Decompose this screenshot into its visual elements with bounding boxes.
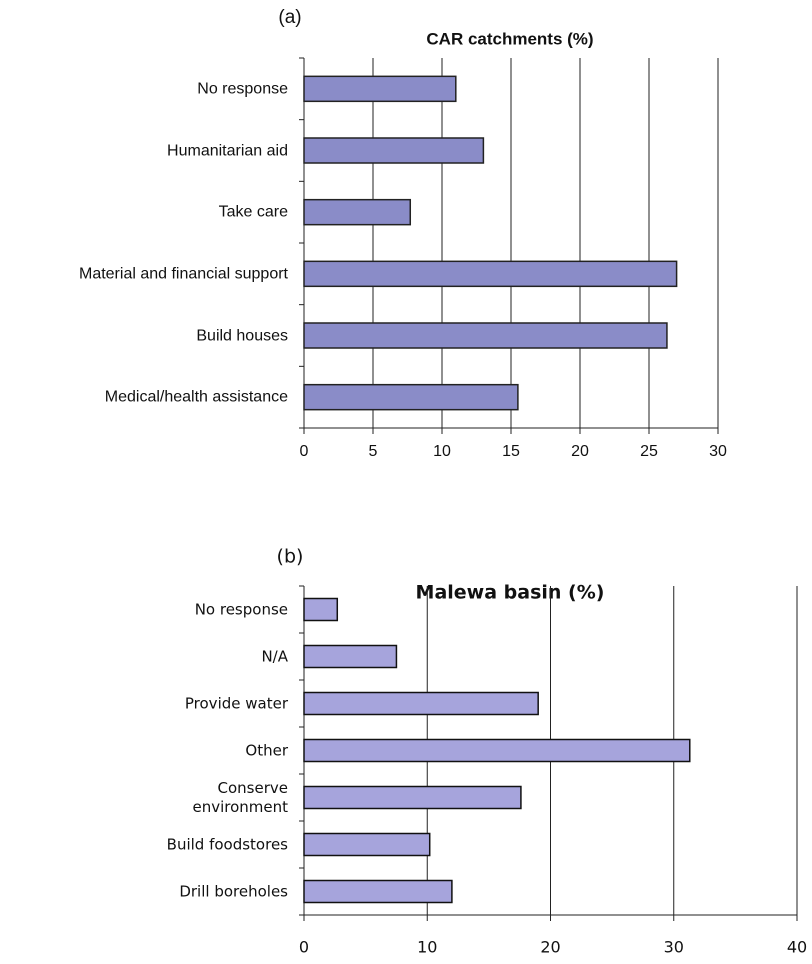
x-tick-label: 10 bbox=[417, 938, 437, 957]
bar bbox=[303, 383, 519, 411]
bar bbox=[303, 644, 398, 669]
chart-title: Malewa basin (%) bbox=[416, 582, 605, 604]
y-tick-label: No response bbox=[197, 80, 288, 98]
bar bbox=[303, 137, 485, 164]
y-tick-label: Other bbox=[245, 741, 288, 759]
bar bbox=[303, 879, 453, 904]
bar bbox=[303, 785, 522, 810]
chart-title: CAR catchments (%) bbox=[426, 29, 593, 48]
y-tick-label: Humanitarian aid bbox=[167, 142, 288, 159]
x-tick-label: 15 bbox=[502, 443, 520, 460]
bar bbox=[303, 738, 691, 763]
bar bbox=[303, 322, 668, 349]
y-tick-label: Provide water bbox=[184, 694, 288, 712]
x-tick-label: 5 bbox=[369, 443, 378, 460]
y-tick-label: Take care bbox=[218, 203, 288, 221]
x-tick-label: 0 bbox=[300, 443, 309, 460]
x-tick-label: 40 bbox=[787, 938, 807, 957]
x-tick-label: 30 bbox=[709, 443, 727, 460]
x-tick-label: 0 bbox=[299, 938, 309, 957]
y-tick-label: Material and financial support bbox=[78, 265, 288, 283]
bar bbox=[303, 597, 339, 622]
bar bbox=[303, 691, 539, 716]
x-tick-label: 25 bbox=[640, 443, 658, 460]
x-tick-label: 10 bbox=[433, 443, 451, 460]
x-tick-label: 30 bbox=[664, 938, 684, 957]
panel-label: (b) bbox=[277, 546, 304, 568]
x-tick-label: 20 bbox=[571, 443, 589, 460]
y-tick-label: Drill boreholes bbox=[179, 882, 288, 900]
y-tick-label: Medical/health assistance bbox=[104, 388, 288, 406]
y-tick-label: Build houses bbox=[196, 327, 288, 344]
bar bbox=[303, 832, 431, 857]
y-tick-label: Conserve environment bbox=[192, 778, 288, 816]
bar bbox=[303, 198, 412, 226]
bar bbox=[303, 75, 457, 103]
y-tick-label: No response bbox=[194, 600, 288, 618]
bar bbox=[303, 260, 678, 288]
y-tick-label: Build foodstores bbox=[166, 835, 288, 853]
x-tick-label: 20 bbox=[540, 938, 560, 957]
panel-label: (a) bbox=[278, 7, 301, 28]
y-tick-label: N/A bbox=[261, 647, 288, 665]
